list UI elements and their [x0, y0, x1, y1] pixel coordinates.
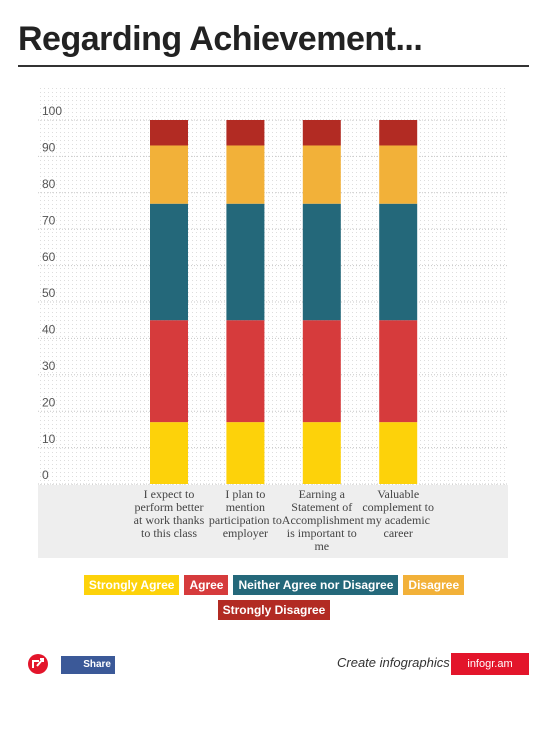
- x-tick-label: Earning a Statement of Accomplishment is…: [281, 487, 364, 553]
- bar-segment: [379, 320, 418, 423]
- x-tick-label: I plan to mention participation to emplo…: [208, 487, 282, 540]
- bar-segment: [302, 120, 341, 146]
- y-tick-label: 100: [42, 104, 62, 118]
- bar-segment: [150, 120, 188, 146]
- bar-segment: [150, 145, 188, 204]
- y-tick-label: 40: [42, 323, 56, 337]
- promo-link[interactable]: Create infographics: [337, 655, 450, 670]
- x-tick-label: I expect to perform better at work thank…: [133, 487, 205, 540]
- bar-segment: [226, 320, 265, 423]
- y-tick-label: 50: [42, 286, 56, 300]
- y-tick-label: 60: [42, 250, 56, 264]
- title-rule: [18, 65, 529, 67]
- bar-segment: [379, 145, 418, 204]
- bar-segment: [302, 203, 341, 321]
- title: Regarding Achievement...: [18, 20, 423, 58]
- bar-segment: [226, 120, 265, 146]
- bar-segment: [226, 422, 265, 484]
- x-tick-label: Valuable complement to my academic caree…: [362, 487, 435, 540]
- y-tick-label: 30: [42, 359, 56, 373]
- bar-segment: [226, 145, 265, 204]
- legend-entry[interactable]: Strongly Disagree: [217, 600, 331, 620]
- bar-segment: [302, 145, 341, 204]
- y-tick-label: 0: [42, 468, 49, 482]
- legend: Strongly Agree Agree Neither Agree nor Dis…: [74, 575, 474, 620]
- axis-background: [38, 485, 508, 558]
- bar-segment: [150, 422, 188, 484]
- legend-entry[interactable]: Strongly Agree: [83, 575, 180, 595]
- legend-entry[interactable]: Disagree: [403, 575, 465, 595]
- y-tick-label: 90: [42, 141, 56, 155]
- y-tick-label: 80: [42, 177, 56, 191]
- bar-segment: [379, 422, 418, 484]
- bar-segment: [150, 203, 188, 321]
- bar-segment: [150, 320, 188, 423]
- plot-background: [38, 85, 508, 485]
- bar-segment: [379, 120, 418, 146]
- bar-segment: [379, 203, 418, 321]
- share-icon-glyph: [32, 658, 44, 668]
- y-tick-label: 20: [42, 395, 56, 409]
- y-tick-label: 10: [42, 432, 56, 446]
- bar-segment: [226, 203, 265, 321]
- legend-entry[interactable]: Agree: [184, 575, 229, 595]
- bar-segment: [302, 422, 341, 484]
- legend-entry[interactable]: Neither Agree nor Disagree: [233, 575, 399, 595]
- y-tick-label: 70: [42, 213, 56, 227]
- facebook-share[interactable]: Share: [61, 656, 115, 674]
- brand-badge[interactable]: infogr.am: [451, 653, 529, 675]
- bar-segment: [302, 320, 341, 423]
